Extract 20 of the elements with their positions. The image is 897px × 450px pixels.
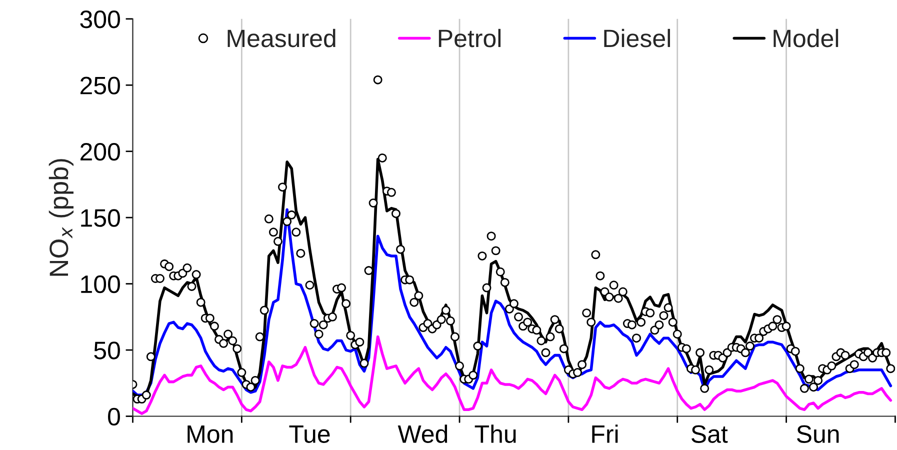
y-tick-label: 300: [80, 10, 120, 28]
legend-label: Model: [774, 28, 838, 48]
x-tick-label: Tue: [289, 426, 330, 443]
x-tick-label: Thu: [474, 424, 516, 443]
legend-label: Petrol: [438, 28, 501, 48]
x-tick-label: Mon: [188, 426, 233, 443]
y-tick-label: 100: [81, 275, 120, 294]
legend-label: Measured: [228, 28, 336, 48]
y-tick-label: 0: [108, 408, 120, 426]
x-tick-label: Sun: [796, 425, 839, 443]
y-tick-label: 50: [94, 342, 120, 360]
line-series: [132, 335, 892, 415]
y-tick-label: 200: [80, 142, 120, 161]
y-tick-label: 250: [80, 76, 120, 94]
y-tick-label: 150: [81, 209, 120, 227]
x-tick-label: Sat: [692, 425, 728, 443]
x-tick-label: Wed: [398, 424, 448, 443]
legend-label: Diesel: [604, 28, 670, 48]
y-axis-title: NO$_{x}$ (ppb): [48, 159, 74, 276]
x-tick-label: Fri: [592, 424, 618, 443]
